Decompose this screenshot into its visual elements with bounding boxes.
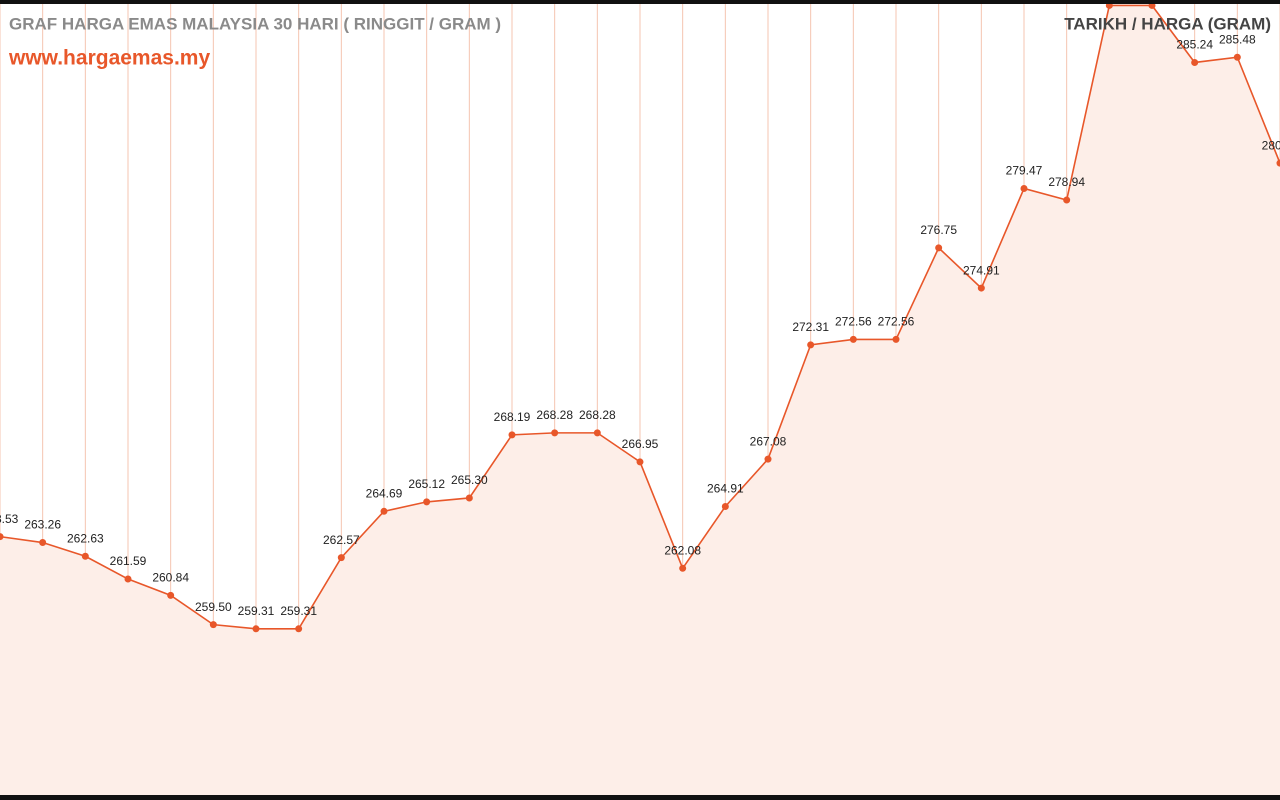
- data-label: 285.48: [1219, 32, 1256, 46]
- data-label: 265.12: [408, 477, 445, 491]
- point: [679, 564, 687, 572]
- point: [295, 625, 303, 633]
- point: [764, 455, 772, 463]
- point: [1191, 58, 1199, 66]
- point: [1020, 184, 1028, 192]
- point: [807, 341, 815, 349]
- point: [636, 458, 644, 466]
- data-label: 285.24: [1176, 38, 1213, 52]
- point: [935, 244, 943, 252]
- point: [209, 621, 217, 629]
- data-label: 259.31: [238, 604, 275, 618]
- point: [1276, 159, 1280, 167]
- data-label: 272.56: [878, 315, 915, 329]
- point: [39, 539, 47, 547]
- point: [977, 284, 985, 292]
- point: [1063, 196, 1071, 204]
- point: [508, 431, 516, 439]
- point: [892, 335, 900, 343]
- data-label: 267.08: [750, 434, 787, 448]
- point: [721, 502, 729, 510]
- data-label: 268.19: [494, 410, 531, 424]
- data-label: 278.94: [1048, 175, 1085, 189]
- point: [849, 335, 857, 343]
- data-label: 272.31: [792, 320, 829, 334]
- data-label: 264.91: [707, 482, 744, 496]
- legend-title: TARIKH / HARGA (GRAM): [1064, 14, 1271, 33]
- point: [593, 429, 601, 437]
- chart-title: GRAF HARGA EMAS MALAYSIA 30 HARI ( RINGG…: [9, 14, 501, 33]
- data-label: 263.26: [24, 518, 61, 532]
- data-label: 262.08: [664, 543, 701, 557]
- data-label: 280.63: [1262, 138, 1280, 152]
- data-label: 259.31: [280, 604, 317, 618]
- point: [81, 552, 89, 560]
- data-label: 263.53: [0, 512, 19, 526]
- top-bar: [0, 0, 1280, 4]
- data-label: 265.30: [451, 473, 488, 487]
- data-label: 261.59: [110, 554, 147, 568]
- data-label: 276.75: [920, 223, 957, 237]
- data-label: 279.47: [1006, 164, 1043, 178]
- data-label: 262.63: [67, 531, 104, 545]
- data-label: 274.91: [963, 263, 1000, 277]
- data-label: 268.28: [579, 408, 616, 422]
- bottom-bar: [0, 795, 1280, 800]
- point: [551, 429, 559, 437]
- point: [252, 625, 260, 633]
- point: [337, 554, 345, 562]
- point: [167, 591, 175, 599]
- point: [0, 533, 4, 541]
- point: [465, 494, 473, 502]
- data-label: 264.69: [366, 486, 403, 500]
- point: [1233, 53, 1241, 61]
- point: [423, 498, 431, 506]
- point: [124, 575, 132, 583]
- chart-subtitle: www.hargaemas.my: [8, 47, 210, 70]
- data-label: 262.57: [323, 533, 360, 547]
- data-label: 272.56: [835, 315, 872, 329]
- data-label: 259.50: [195, 600, 232, 614]
- data-label: 260.84: [152, 571, 189, 585]
- area: [0, 5, 1280, 796]
- point: [380, 507, 388, 515]
- data-label: 268.28: [536, 408, 573, 422]
- data-label: 266.95: [622, 437, 659, 451]
